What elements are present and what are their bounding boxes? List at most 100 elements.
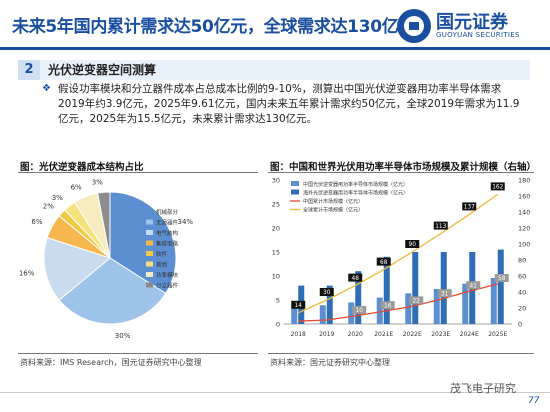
body-paragraph: 假设功率模块和分立器件成本占总成本比例的9-10%，测算出中国光伏逆变器用功率半… <box>58 83 520 125</box>
pie-slice-label: 2% <box>43 202 54 210</box>
header-divider <box>0 47 550 50</box>
data-label-bg <box>433 221 448 230</box>
y2-tick-label: 80 <box>518 257 526 265</box>
data-label-bg <box>380 301 395 310</box>
bar <box>490 277 497 324</box>
pie-slice-label: 3% <box>92 178 103 186</box>
legend-label: 中国累计市场规模（亿元） <box>303 198 363 205</box>
legend-label: 分立器件 <box>156 282 179 290</box>
data-label: 90 <box>409 242 417 248</box>
y-tick-label: 15 <box>272 249 280 257</box>
cost-structure-pie-chart: 34%30%16%6%2%3%6%3%机械部分无源器件电气结构集成电路软件其他功… <box>19 178 194 340</box>
x-tick-label: 2024E <box>460 331 479 338</box>
legend-swatch <box>146 261 153 267</box>
y-tick-label: 0 <box>276 321 280 329</box>
bar <box>326 285 333 324</box>
left-figure-caption: 图：光伏逆变器成本结构占比 <box>20 162 144 173</box>
data-label-bg <box>437 289 452 298</box>
logo-text-cn: 国元证券 <box>436 12 508 33</box>
data-label-bg <box>466 281 481 290</box>
x-tick-label: 2023E <box>431 331 450 338</box>
footer-divider <box>0 392 550 393</box>
data-label: 30 <box>323 290 331 296</box>
y2-tick-label: 140 <box>518 209 530 217</box>
data-label: 16 <box>384 303 392 309</box>
data-label: 58 <box>498 276 506 282</box>
data-label-bg <box>291 300 306 309</box>
section-title: 光伏逆变器空间测算 <box>40 60 530 80</box>
data-label: 113 <box>435 224 446 230</box>
legend-swatch <box>291 181 299 186</box>
legend-swatch <box>146 230 153 235</box>
legend-label: 软件 <box>156 250 168 258</box>
watermark: 茂飞电子研究 <box>450 382 516 395</box>
bar <box>440 252 447 324</box>
data-label-bg <box>348 273 363 282</box>
data-label: 162 <box>492 185 503 191</box>
y2-tick-label: 40 <box>518 289 526 297</box>
data-label: 31 <box>441 291 449 297</box>
data-label-bg <box>409 296 424 305</box>
data-label-bg <box>405 240 420 248</box>
legend-swatch <box>146 272 153 277</box>
x-tick-label: 2022E <box>403 331 422 338</box>
y2-tick-label: 0 <box>518 321 522 329</box>
legend-label: 集成电路 <box>156 240 179 248</box>
y2-tick-label: 160 <box>518 193 530 201</box>
data-label: 137 <box>464 205 475 211</box>
bar <box>383 256 390 324</box>
pie-slice-label: 6% <box>71 183 82 191</box>
x-tick-label: 2018 <box>291 331 306 338</box>
legend-label: 机械部分 <box>156 208 179 216</box>
legend-label: 功率模块 <box>156 271 179 279</box>
data-label: 22 <box>413 299 421 305</box>
pie-slice-label: 6% <box>31 218 42 226</box>
y-tick-label: 5 <box>276 297 280 305</box>
data-label: 41 <box>470 283 478 289</box>
data-label: 48 <box>352 276 360 282</box>
bar <box>355 271 362 324</box>
y-tick-label: 20 <box>272 225 280 233</box>
pie-slice-label: 34% <box>178 218 194 226</box>
data-label-bg <box>494 274 509 282</box>
bar <box>497 249 504 324</box>
legend-swatch <box>146 219 153 225</box>
right-source-rule <box>268 353 534 354</box>
pie-slice <box>43 236 112 301</box>
bar <box>433 288 440 324</box>
pie-slice <box>58 257 167 325</box>
left-figure-source: 资料来源：IMS Research，国元证券研究中心整理 <box>20 358 202 367</box>
data-label: 10 <box>356 308 364 314</box>
y-tick-label: 25 <box>272 201 280 209</box>
x-tick-label: 2020 <box>348 331 363 338</box>
page-number: 77 <box>528 396 540 406</box>
pie-slice <box>97 191 111 259</box>
y2-tick-label: 120 <box>518 225 530 233</box>
legend-label: 中国光伏逆变器用功率半导体市场规模（亿元） <box>303 181 408 188</box>
logo <box>397 9 431 43</box>
right-figure-caption: 图：中国和世界光伏用功率半导体市场规模及累计规模（右轴） <box>270 162 537 173</box>
bar <box>291 307 298 324</box>
pie-slice-label: 30% <box>115 332 131 340</box>
legend-swatch <box>146 282 153 288</box>
logo-text-en: GUOYUAN SECURITIES <box>436 31 520 39</box>
right-figure-source: 资料来源：国元证券研究中心整理 <box>270 358 390 367</box>
y-tick-label: 10 <box>272 273 280 281</box>
bar <box>405 293 412 324</box>
y2-tick-label: 20 <box>518 305 526 313</box>
section-number: 2 <box>18 60 40 80</box>
legend-label: 海外光伏逆变器用功率半导体市场规模（亿元） <box>303 190 408 197</box>
right-caption-rule <box>268 172 534 173</box>
y2-tick-label: 180 <box>518 177 530 185</box>
legend-swatch <box>146 240 153 246</box>
data-label-bg <box>352 306 367 314</box>
series-line <box>298 283 498 322</box>
pie-slice-label: 16% <box>19 269 35 277</box>
bar <box>376 297 383 324</box>
y-tick-label: 30 <box>272 177 280 185</box>
legend-label: 其他 <box>156 261 168 269</box>
bar <box>412 252 419 324</box>
legend-label: 电气结构 <box>156 229 179 237</box>
pie-slice-label: 3% <box>52 194 63 202</box>
legend-swatch <box>291 189 299 195</box>
